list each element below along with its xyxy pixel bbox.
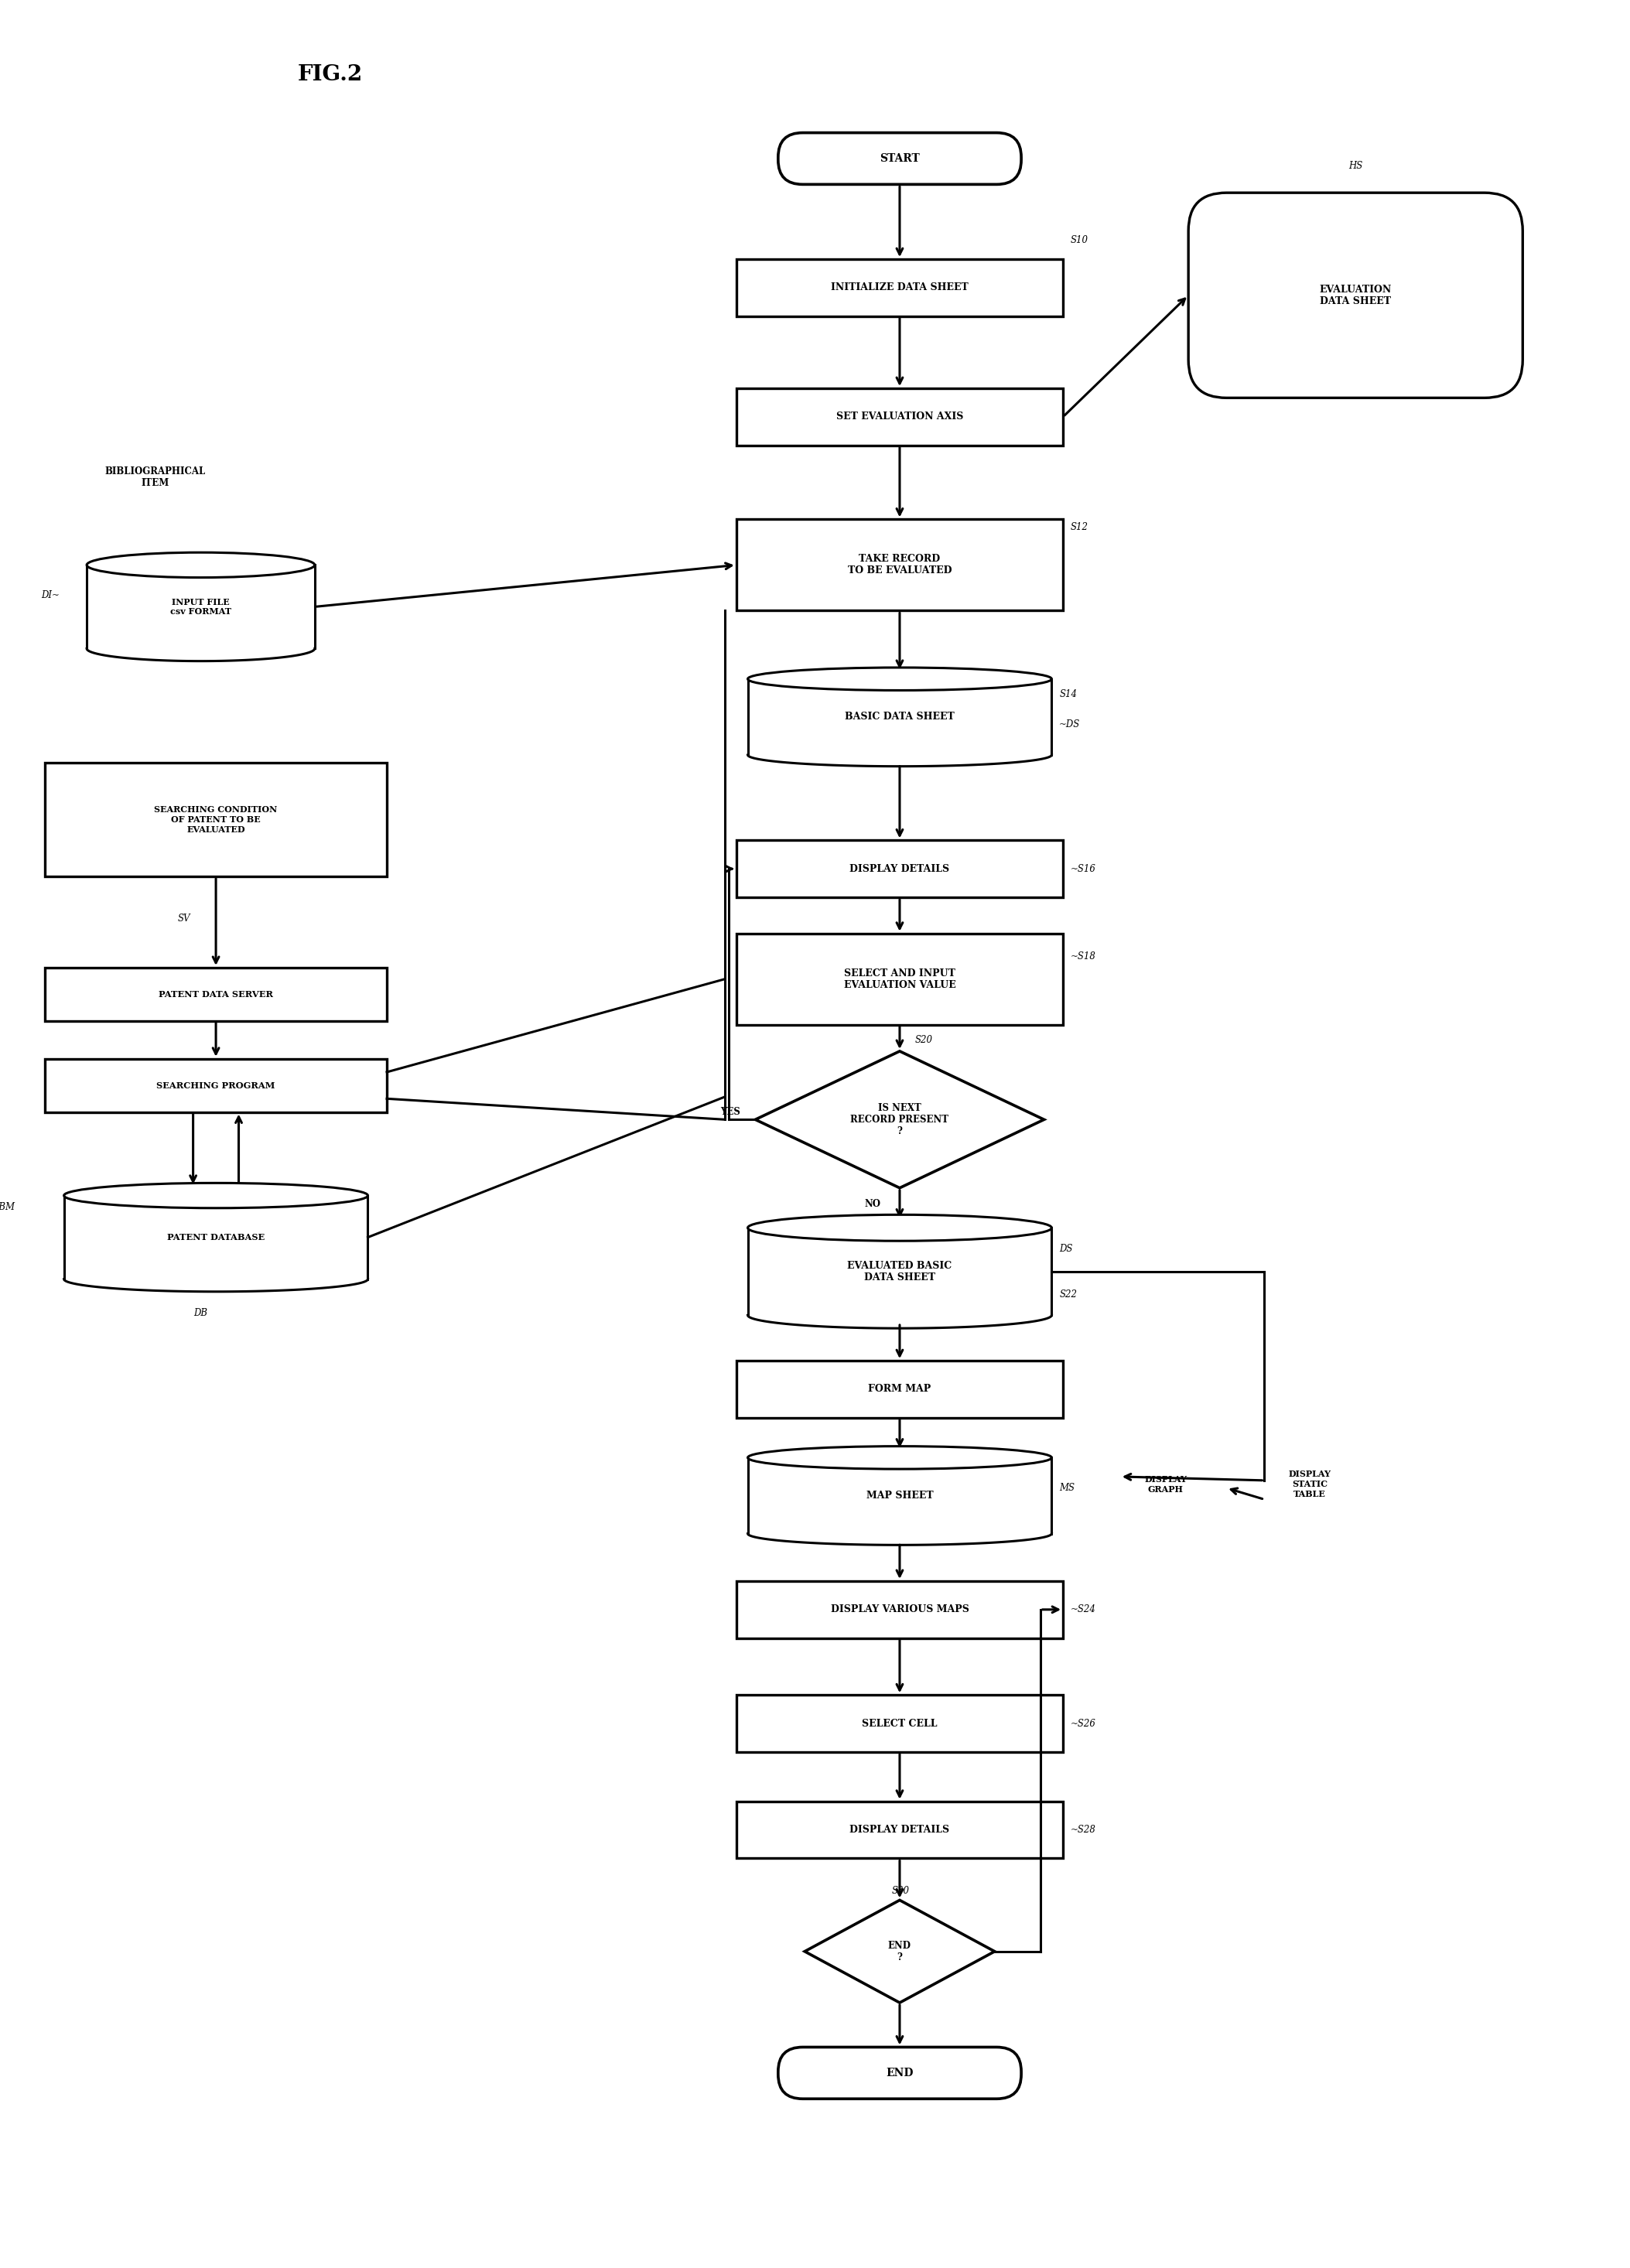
Text: IS NEXT
RECORD PRESENT
?: IS NEXT RECORD PRESENT ? (851, 1102, 949, 1136)
Text: HS: HS (1348, 161, 1363, 170)
Bar (46, 968, 386, 1021)
Text: SELECT CELL: SELECT CELL (862, 1719, 937, 1728)
Polygon shape (755, 1050, 1045, 1188)
Text: BASIC DATA SHEET: BASIC DATA SHEET (844, 712, 955, 721)
Text: S12: S12 (1071, 522, 1089, 533)
Text: SV: SV (178, 914, 191, 923)
Text: S22: S22 (1060, 1288, 1077, 1300)
Text: SEARCHING CONDITION
OF PATENT TO BE
EVALUATED: SEARCHING CONDITION OF PATENT TO BE EVAL… (155, 805, 277, 835)
Text: ~S16: ~S16 (1071, 864, 1095, 873)
Text: EVALUATED BASIC
DATA SHEET: EVALUATED BASIC DATA SHEET (848, 1261, 952, 1281)
Text: ~S18: ~S18 (1071, 950, 1095, 962)
Text: END: END (887, 2068, 913, 2077)
Bar (64, 1195, 368, 1279)
Bar (737, 1694, 1063, 1751)
Text: END
?: END ? (888, 1941, 911, 1962)
Text: BIBLIOGRAPHICAL
ITEM: BIBLIOGRAPHICAL ITEM (104, 467, 205, 488)
Text: ~S28: ~S28 (1071, 1826, 1095, 1835)
Text: SEARCHING PROGRAM: SEARCHING PROGRAM (156, 1082, 275, 1089)
Text: TAKE RECORD
TO BE EVALUATED: TAKE RECORD TO BE EVALUATED (848, 553, 952, 576)
Text: START: START (880, 154, 919, 163)
FancyBboxPatch shape (1188, 193, 1522, 397)
Bar (737, 388, 1063, 445)
Text: DISPLAY DETAILS: DISPLAY DETAILS (849, 1826, 950, 1835)
Polygon shape (805, 1901, 994, 2003)
Text: MS: MS (1060, 1483, 1074, 1492)
Text: PATENT DATA SERVER: PATENT DATA SERVER (158, 989, 274, 998)
Text: PATENT DATABASE: PATENT DATABASE (166, 1234, 264, 1241)
Bar (86, 565, 315, 649)
Text: ~DS: ~DS (1060, 719, 1081, 730)
Text: FORM MAP: FORM MAP (869, 1383, 931, 1395)
Bar (737, 1801, 1063, 1857)
Ellipse shape (64, 1184, 368, 1209)
Text: DISPLAY
GRAPH: DISPLAY GRAPH (1144, 1474, 1187, 1492)
Text: ~S26: ~S26 (1071, 1719, 1095, 1728)
Text: S10: S10 (1071, 236, 1089, 245)
Ellipse shape (86, 553, 315, 578)
Bar (737, 259, 1063, 315)
Text: S14: S14 (1060, 689, 1077, 699)
Text: S30: S30 (892, 1887, 910, 1896)
Bar (737, 841, 1063, 898)
Bar (748, 678, 1051, 755)
Ellipse shape (748, 667, 1051, 689)
Bar (46, 762, 386, 875)
Text: INPUT FILE
csv FORMAT: INPUT FILE csv FORMAT (170, 596, 231, 617)
Text: DBM: DBM (0, 1202, 15, 1211)
Text: ~S24: ~S24 (1071, 1603, 1095, 1615)
Text: INITIALIZE DATA SHEET: INITIALIZE DATA SHEET (831, 284, 968, 293)
Bar (46, 1059, 386, 1111)
Text: NO: NO (864, 1200, 880, 1209)
Bar (737, 934, 1063, 1025)
Text: S20: S20 (914, 1034, 932, 1046)
Text: DB: DB (194, 1309, 207, 1318)
Text: MAP SHEET: MAP SHEET (866, 1490, 934, 1501)
Bar (737, 1581, 1063, 1637)
Ellipse shape (748, 1216, 1051, 1241)
FancyBboxPatch shape (778, 2048, 1022, 2098)
Text: SELECT AND INPUT
EVALUATION VALUE: SELECT AND INPUT EVALUATION VALUE (844, 968, 955, 989)
Bar (748, 1458, 1051, 1533)
Text: YES: YES (720, 1107, 740, 1118)
Text: DISPLAY DETAILS: DISPLAY DETAILS (849, 864, 950, 873)
Bar (737, 519, 1063, 610)
Bar (748, 1227, 1051, 1315)
Text: DISPLAY
STATIC
TABLE: DISPLAY STATIC TABLE (1289, 1470, 1332, 1499)
Text: DI~: DI~ (41, 590, 60, 601)
FancyBboxPatch shape (778, 134, 1022, 184)
Text: DS: DS (1060, 1243, 1073, 1254)
Text: EVALUATION
DATA SHEET: EVALUATION DATA SHEET (1319, 284, 1392, 306)
Text: SET EVALUATION AXIS: SET EVALUATION AXIS (836, 413, 963, 422)
Ellipse shape (748, 1447, 1051, 1470)
Bar (737, 1361, 1063, 1418)
Text: FIG.2: FIG.2 (297, 64, 362, 86)
Text: DISPLAY VARIOUS MAPS: DISPLAY VARIOUS MAPS (831, 1603, 968, 1615)
